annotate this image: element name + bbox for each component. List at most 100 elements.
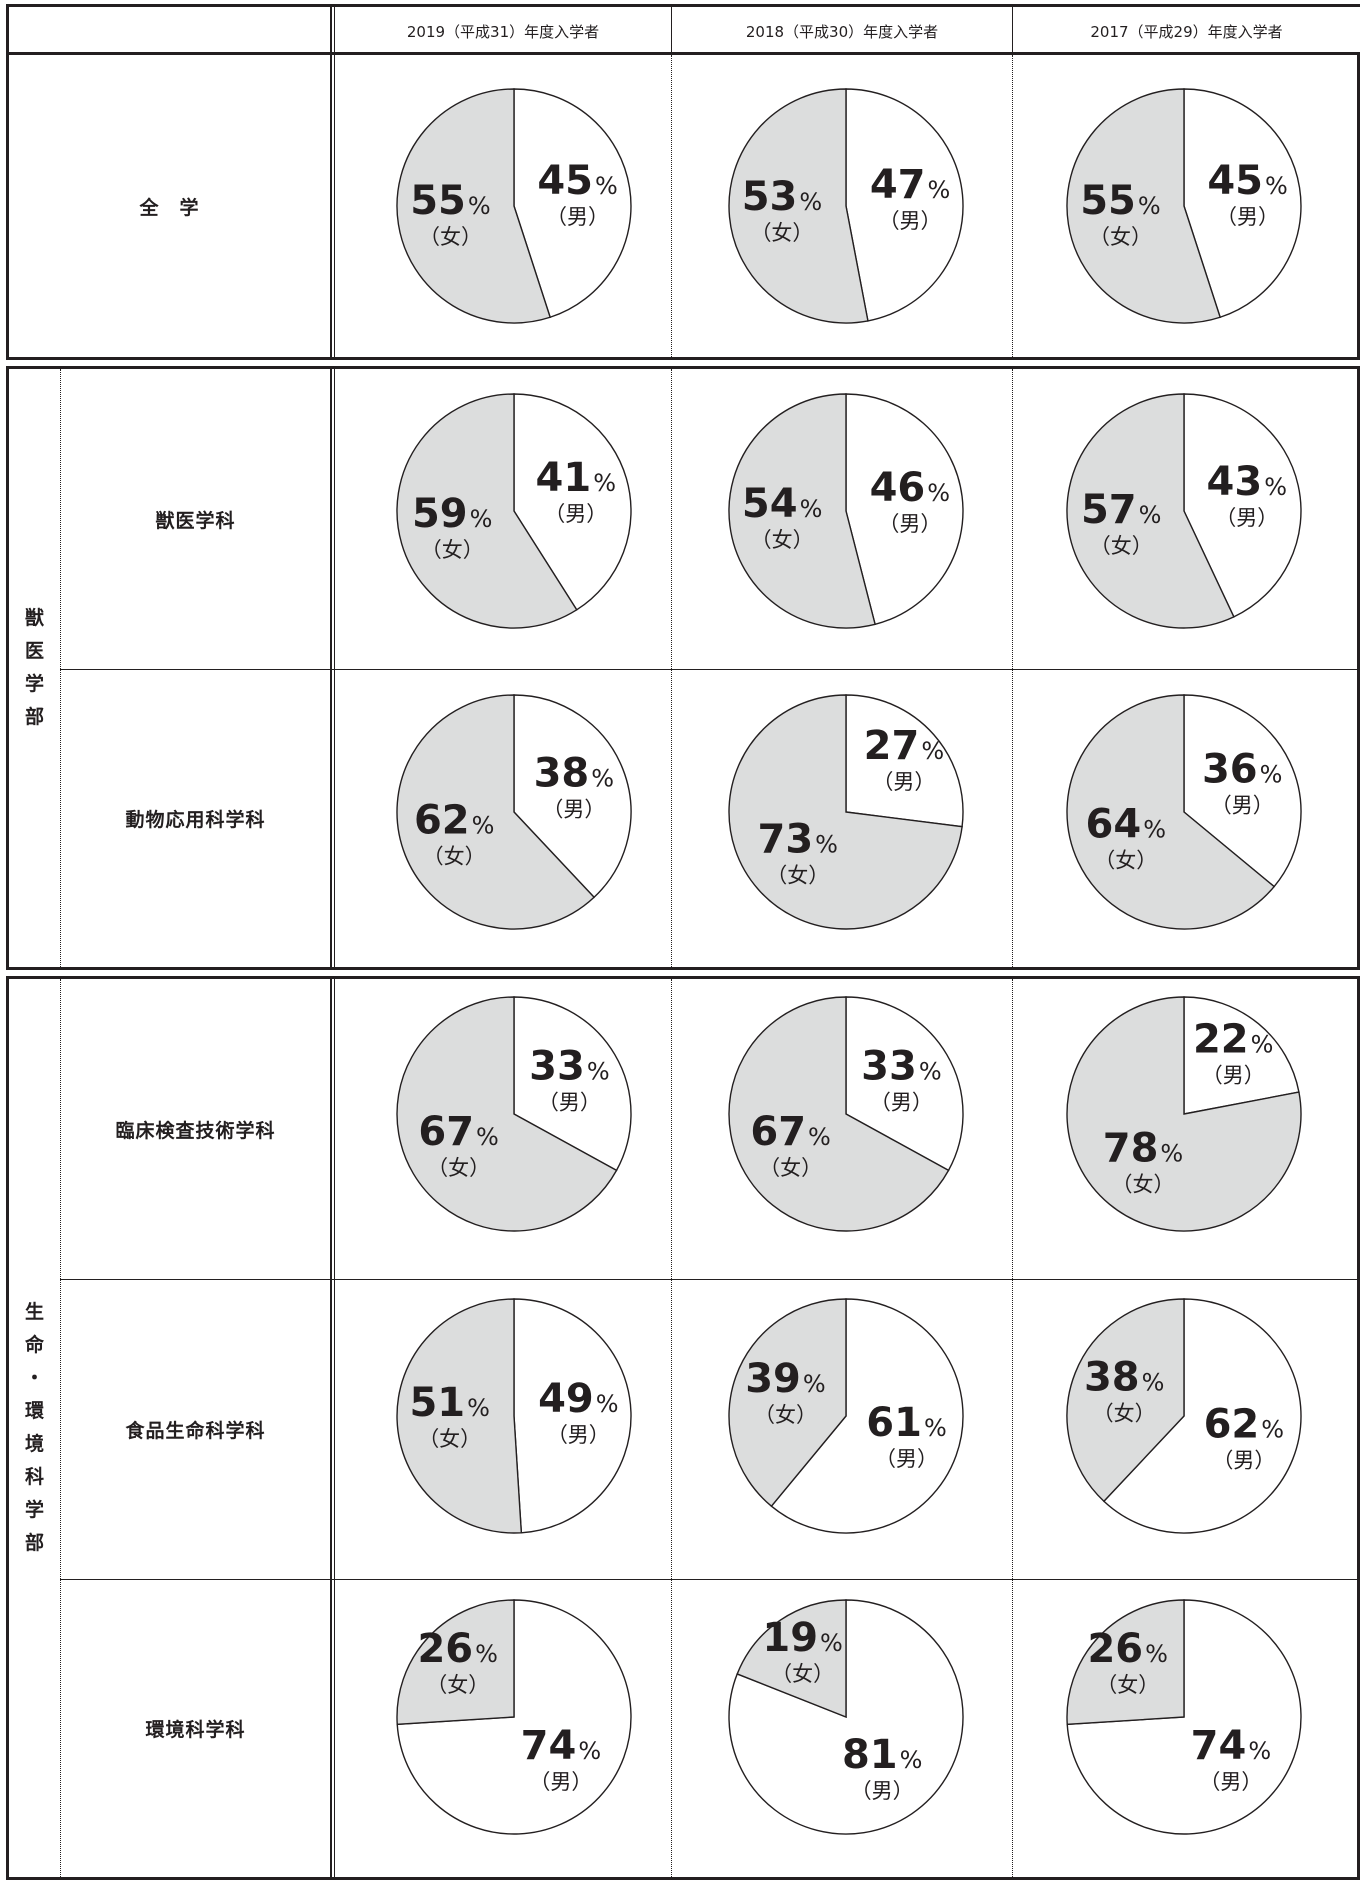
label-column-divider <box>330 369 332 967</box>
male-sex-label: （男） <box>544 502 607 526</box>
pie-slice-female <box>728 694 963 930</box>
female-sex-label: （女） <box>1093 1401 1156 1425</box>
faculty-label-char: 科 <box>24 1466 44 1488</box>
pie-slice-male <box>513 88 632 319</box>
row-label-environmental-science: 環境科学科 <box>145 1719 246 1741</box>
female-percent-label: 62% <box>414 798 494 844</box>
male-sex-label: （男） <box>1212 1449 1275 1473</box>
female-percent-label: 64% <box>1086 801 1166 847</box>
female-sex-label: （女） <box>751 528 814 552</box>
pie-slice-female <box>396 88 552 324</box>
pie-slice-female <box>728 393 876 629</box>
header-rule-top <box>6 4 1360 7</box>
column-header-2018: 2018（平成30）年度入学者 <box>745 22 939 41</box>
label-column-divider <box>330 979 332 1877</box>
pie-slice-male <box>845 996 964 1172</box>
male-percent-label: 38% <box>534 750 614 796</box>
faculty-label-char: 学 <box>24 1499 44 1521</box>
pie-slice-male <box>513 694 632 899</box>
faculty-label-char: ・ <box>24 1367 44 1389</box>
header-divider <box>330 4 332 52</box>
row-label-all-university: 全 学 <box>139 196 200 219</box>
male-sex-label: （男） <box>1211 794 1274 818</box>
faculty-label-char: 環 <box>24 1400 44 1422</box>
male-percent-label: 33% <box>861 1043 941 1089</box>
pie-chart: 33%（男） 67%（女） <box>728 996 964 1232</box>
pie-slice-male <box>845 88 964 322</box>
label-column-divider <box>334 369 335 967</box>
pie-chart: 33%（男） 67%（女） <box>396 996 632 1232</box>
faculty-label-char: 部 <box>24 1532 44 1554</box>
pie-slice-female <box>1066 393 1235 629</box>
pie-slice-female <box>728 88 869 324</box>
female-sex-label: （女） <box>1090 534 1153 558</box>
pie-slice-female <box>396 393 578 629</box>
pie-slice-female <box>1066 88 1222 324</box>
column-divider <box>671 369 672 967</box>
pie-chart: 46%（男） 54%（女） <box>728 393 964 629</box>
pie-chart: 41%（男） 59%（女） <box>396 393 632 629</box>
female-percent-label: 39% <box>745 1356 825 1402</box>
male-sex-label: （男） <box>542 797 605 821</box>
female-percent-label: 67% <box>418 1109 498 1155</box>
male-sex-label: （男） <box>872 770 935 794</box>
female-sex-label: （女） <box>771 1662 834 1686</box>
pie-slice-female <box>736 1599 847 1719</box>
block-all-university: 全 学 <box>6 52 1360 360</box>
male-sex-label: （男） <box>875 1447 938 1471</box>
female-percent-label: 38% <box>1084 1354 1164 1400</box>
pie-slice-female <box>1066 1599 1185 1726</box>
male-sex-label: （男） <box>878 512 941 536</box>
row-label-veterinary-medicine: 獣医学科 <box>155 509 236 532</box>
row-label-animal-science: 動物応用科学科 <box>125 809 266 831</box>
header-divider <box>671 4 672 52</box>
pie-slice-female <box>396 694 596 930</box>
female-percent-label: 59% <box>412 491 492 537</box>
female-sex-label: （女） <box>423 845 486 869</box>
faculty-label-char: 医 <box>24 640 44 662</box>
pie-slice-male <box>728 1599 964 1835</box>
female-sex-label: （女） <box>419 225 482 249</box>
male-percent-label: 27% <box>864 723 944 769</box>
female-percent-label: 73% <box>757 817 837 863</box>
female-sex-label: （女） <box>750 221 813 245</box>
header-divider <box>1012 4 1013 52</box>
column-divider <box>1012 979 1013 1877</box>
male-percent-label: 45% <box>1207 158 1287 204</box>
pie-chart: 49%（男） 51%（女） <box>396 1298 632 1534</box>
female-sex-label: （女） <box>766 864 829 888</box>
faculty-label-char: 境 <box>24 1433 44 1455</box>
pie-slice-male <box>513 996 632 1172</box>
faculty-label-char: 生 <box>24 1301 44 1323</box>
column-divider <box>1012 55 1013 357</box>
block-life-environmental-faculty: 生命・環境科学部 臨床検査技術学科 食品生命科学科 環境科学科 <box>6 976 1360 1880</box>
faculty-label-char: 部 <box>24 706 44 728</box>
faculty-column-divider <box>60 979 61 1877</box>
column-divider <box>671 55 672 357</box>
pie-slice-male <box>1102 1298 1302 1534</box>
male-percent-label: 62% <box>1204 1402 1284 1448</box>
male-sex-label: （男） <box>547 1423 610 1447</box>
pie-slice-female <box>396 1298 523 1534</box>
row-divider <box>60 1279 1360 1280</box>
pie-chart: 36%（男） 64%（女） <box>1066 694 1302 930</box>
faculty-column-divider <box>60 369 61 967</box>
male-sex-label: （男） <box>1215 506 1278 530</box>
pie-chart: 43%（男） 57%（女） <box>1066 393 1302 629</box>
female-sex-label: （女） <box>418 1427 481 1451</box>
column-header-2017: 2017（平成29）年度入学者 <box>1090 22 1283 41</box>
female-sex-label: （女） <box>421 538 484 562</box>
male-percent-label: 81% <box>842 1732 922 1778</box>
male-sex-label: （男） <box>1202 1064 1265 1088</box>
row-divider <box>60 1579 1360 1580</box>
pie-slice-male <box>1183 88 1302 319</box>
pie-slice-female <box>1066 996 1302 1232</box>
label-column-divider <box>334 979 335 1877</box>
pie-chart: 45%（男） 55%（女） <box>396 88 632 324</box>
female-sex-label: （女） <box>1094 848 1157 872</box>
male-sex-label: （男） <box>1199 1770 1262 1794</box>
female-sex-label: （女） <box>1096 1673 1159 1697</box>
female-sex-label: （女） <box>426 1673 489 1697</box>
male-percent-label: 36% <box>1202 747 1282 793</box>
pie-slice-male <box>513 1298 632 1534</box>
